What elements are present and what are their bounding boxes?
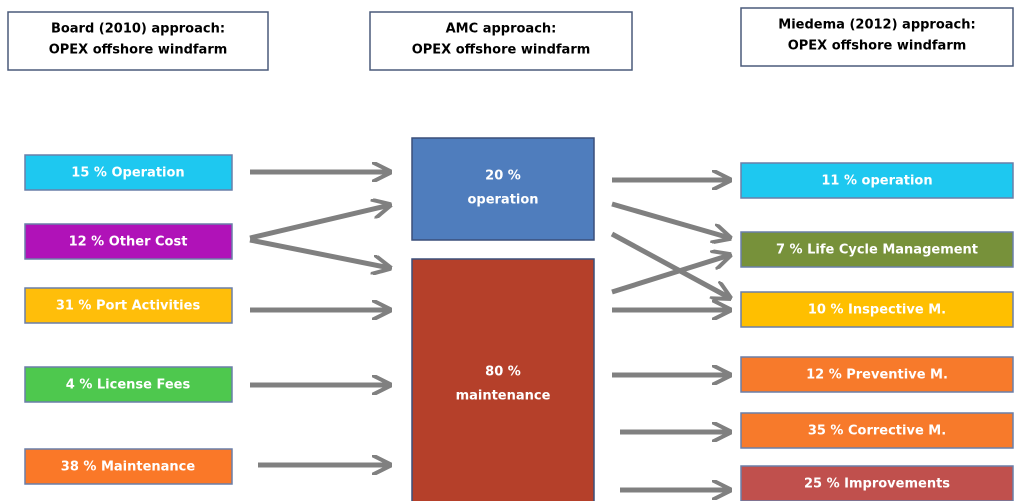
amc-label: 80 %	[485, 365, 521, 380]
target-box	[740, 162, 1014, 199]
target-box	[740, 465, 1014, 501]
amc-box	[411, 258, 595, 501]
target-label: 11 % operation	[821, 174, 932, 189]
source-box	[24, 287, 233, 324]
target-box	[740, 291, 1014, 328]
source-box	[24, 154, 233, 191]
target-label: 12 % Preventive M.	[806, 368, 948, 383]
source-box	[24, 366, 233, 403]
header-box	[369, 11, 633, 71]
target-box	[740, 231, 1014, 268]
amc-label: maintenance	[456, 389, 551, 404]
arrow	[249, 205, 390, 241]
source-label: 12 % Other Cost	[69, 235, 188, 250]
arrow	[249, 237, 390, 268]
source-label: 4 % License Fees	[66, 378, 191, 393]
header-box	[740, 7, 1014, 67]
header-line: Miedema (2012) approach:	[778, 18, 975, 33]
source-label: 38 % Maintenance	[61, 460, 196, 475]
arrow	[610, 231, 730, 298]
header-line: OPEX offshore windfarm	[412, 43, 591, 58]
arrows	[249, 172, 730, 490]
arrow	[611, 201, 730, 238]
header-line: Board (2010) approach:	[51, 22, 225, 37]
boxes: Board (2010) approach: OPEX offshore wind…	[7, 7, 1014, 501]
amc-box	[411, 137, 595, 241]
target-label: 10 % Inspective M.	[808, 303, 946, 318]
arrow	[611, 255, 730, 295]
amc-label: operation	[467, 193, 538, 208]
source-box	[24, 223, 233, 260]
target-box	[740, 356, 1014, 393]
header-line: OPEX offshore windfarm	[49, 43, 228, 58]
header-box	[7, 11, 269, 71]
source-box	[24, 448, 233, 485]
header-line: AMC approach:	[446, 22, 557, 37]
header-line: OPEX offshore windfarm	[788, 39, 967, 54]
source-label: 15 % Operation	[71, 166, 184, 181]
target-label: 7 % Life Cycle Management	[776, 243, 978, 258]
amc-label: 20 %	[485, 169, 521, 184]
target-box	[740, 412, 1014, 449]
source-label: 31 % Port Activities	[56, 299, 201, 314]
target-label: 35 % Corrective M.	[808, 424, 946, 439]
target-label: 25 % Improvements	[804, 477, 950, 492]
